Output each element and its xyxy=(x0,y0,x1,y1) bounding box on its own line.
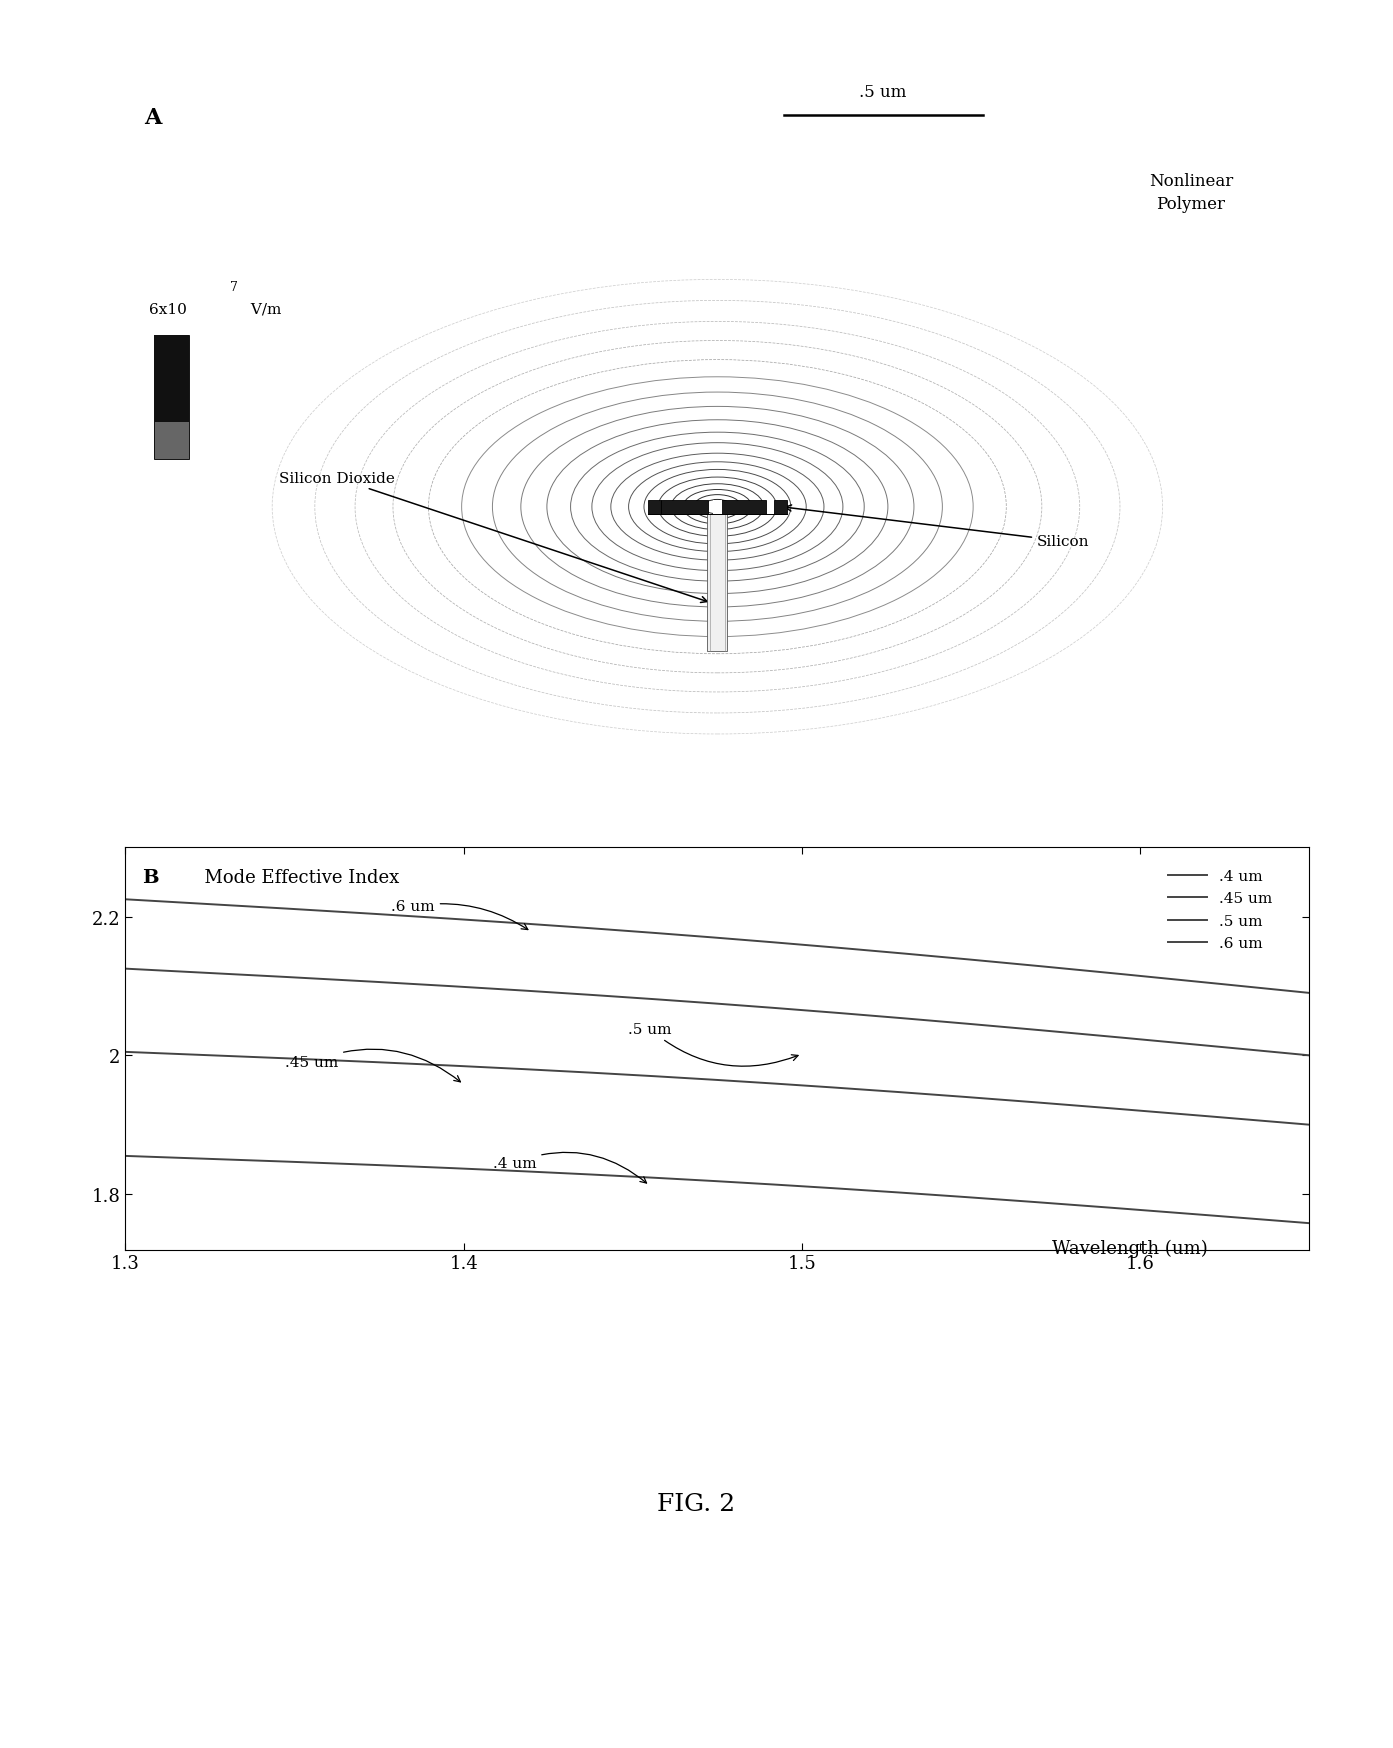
Bar xyxy=(648,500,660,514)
Bar xyxy=(153,336,189,460)
Text: Silicon Dioxide: Silicon Dioxide xyxy=(279,472,708,603)
Text: B: B xyxy=(142,869,159,886)
Text: .6 um: .6 um xyxy=(391,900,528,930)
Text: .5 um: .5 um xyxy=(628,1023,798,1066)
Bar xyxy=(708,514,727,652)
Bar xyxy=(713,500,722,514)
Legend: .4 um, .45 um, .5 um, .6 um: .4 um, .45 um, .5 um, .6 um xyxy=(1162,864,1279,956)
Text: .5 um: .5 um xyxy=(859,84,907,101)
Bar xyxy=(775,500,787,514)
Text: V/m: V/m xyxy=(247,302,281,316)
Text: Silicon: Silicon xyxy=(786,505,1089,549)
Text: .45 um: .45 um xyxy=(284,1049,461,1082)
Text: 7: 7 xyxy=(230,281,237,294)
Text: .4 um: .4 um xyxy=(493,1152,646,1183)
Bar xyxy=(153,423,189,460)
Text: 6x10: 6x10 xyxy=(149,302,187,316)
Bar xyxy=(717,500,766,514)
Text: Wavelength (um): Wavelength (um) xyxy=(1052,1239,1208,1257)
Bar xyxy=(153,336,189,423)
Text: Mode Effective Index: Mode Effective Index xyxy=(194,869,400,886)
Bar xyxy=(660,500,708,514)
Text: FIG. 2: FIG. 2 xyxy=(657,1491,736,1516)
Text: A: A xyxy=(145,107,162,128)
Text: Nonlinear
Polymer: Nonlinear Polymer xyxy=(1149,173,1233,213)
